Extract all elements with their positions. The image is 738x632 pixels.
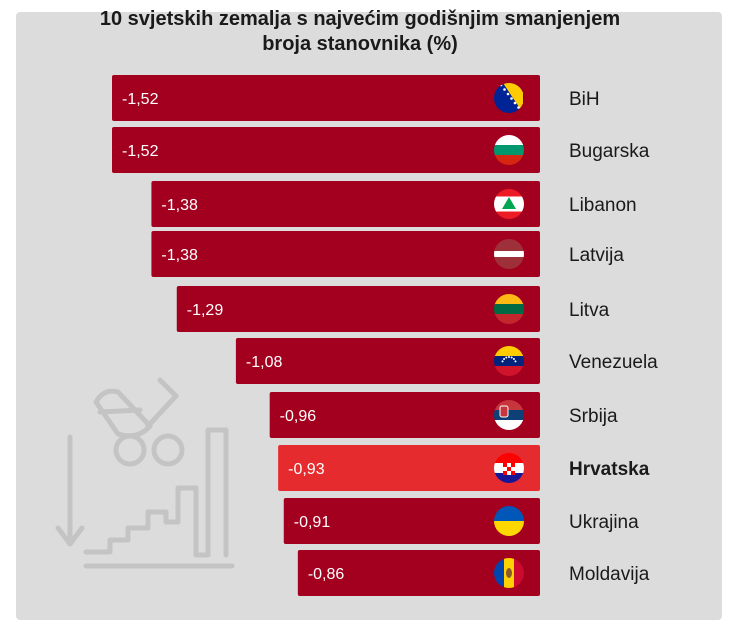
category-label: Litva <box>569 300 610 321</box>
serbia-flag-icon <box>494 400 524 430</box>
lebanon-flag-icon <box>494 189 524 219</box>
ukraine-flag-icon <box>494 506 524 536</box>
bulgaria-flag-icon <box>494 135 524 165</box>
value-label: -1,08 <box>246 354 283 371</box>
bar-moldavija <box>297 550 540 596</box>
value-label: -1,52 <box>122 143 159 160</box>
latvia-flag-icon <box>494 239 524 269</box>
chart-title: 10 svjetskih zemalja s najvećim godišnji… <box>0 7 720 57</box>
category-label: Bugarska <box>569 141 650 162</box>
value-label: -0,91 <box>294 514 331 531</box>
category-label: Ukrajina <box>569 512 639 533</box>
value-label: -0,96 <box>280 408 317 425</box>
value-label: -1,38 <box>161 197 198 214</box>
value-label: -1,52 <box>122 91 159 108</box>
category-label: BiH <box>569 89 600 110</box>
population-decline-illustration <box>55 377 235 569</box>
bar-venezuela <box>235 338 541 384</box>
value-label: -1,38 <box>161 247 198 264</box>
category-label: Srbija <box>569 406 618 427</box>
chart-title-line1: 10 svjetskih zemalja s najvećim godišnji… <box>99 8 621 30</box>
lithuania-flag-icon <box>494 294 524 324</box>
bar-srbija <box>269 392 540 438</box>
chart-title-line2: broja stanovnika (%) <box>262 33 458 55</box>
category-label: Moldavija <box>569 564 650 585</box>
category-label: Venezuela <box>569 352 658 373</box>
moldova-flag-icon <box>494 558 524 588</box>
bar-litva <box>176 286 540 332</box>
venezuela-flag-icon <box>494 346 524 376</box>
bosnia-flag-icon <box>494 83 524 113</box>
croatia-flag-icon <box>494 453 524 483</box>
value-label: -1,29 <box>187 302 224 319</box>
bar-bugarska <box>112 127 540 173</box>
bar-bih <box>112 75 540 121</box>
value-label: -0,86 <box>308 566 345 583</box>
category-label: Hrvatska <box>569 459 650 480</box>
value-label: -0,93 <box>288 461 325 478</box>
bar-ukrajina <box>283 498 540 544</box>
bar-latvija <box>151 231 540 277</box>
bar-hrvatska <box>278 445 540 491</box>
category-label: Libanon <box>569 195 637 216</box>
bar-libanon <box>151 181 540 227</box>
category-label: Latvija <box>569 245 624 266</box>
